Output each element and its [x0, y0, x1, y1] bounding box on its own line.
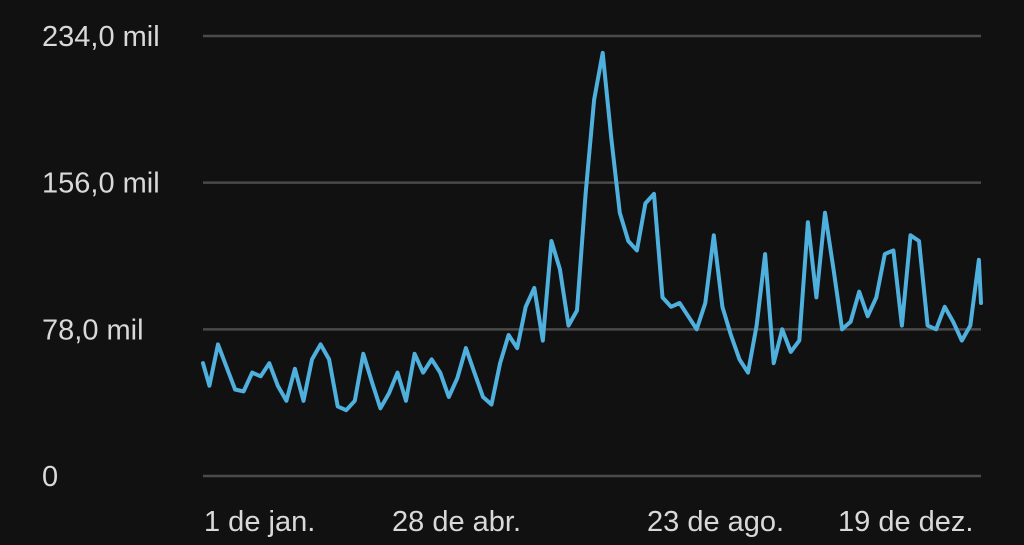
y-tick-label: 156,0 mil	[42, 168, 160, 200]
y-tick-label: 78,0 mil	[42, 314, 144, 346]
y-tick-label: 234,0 mil	[42, 21, 160, 53]
series-layer	[201, 50, 983, 413]
series-line-0	[201, 50, 983, 413]
gridlines	[203, 34, 981, 478]
y-axis-ticks: 0 78,0 mil 156,0 mil 234,0 mil	[42, 21, 160, 493]
x-tick-label: 19 de dez.	[838, 506, 973, 538]
x-axis-ticks: 1 de jan. 28 de abr. 23 de ago. 19 de dez.	[204, 506, 973, 538]
y-tick-label: 0	[42, 461, 58, 493]
x-tick-label: 1 de jan.	[204, 506, 315, 538]
x-tick-label: 28 de abr.	[392, 506, 521, 538]
x-tick-label: 23 de ago.	[647, 506, 784, 538]
